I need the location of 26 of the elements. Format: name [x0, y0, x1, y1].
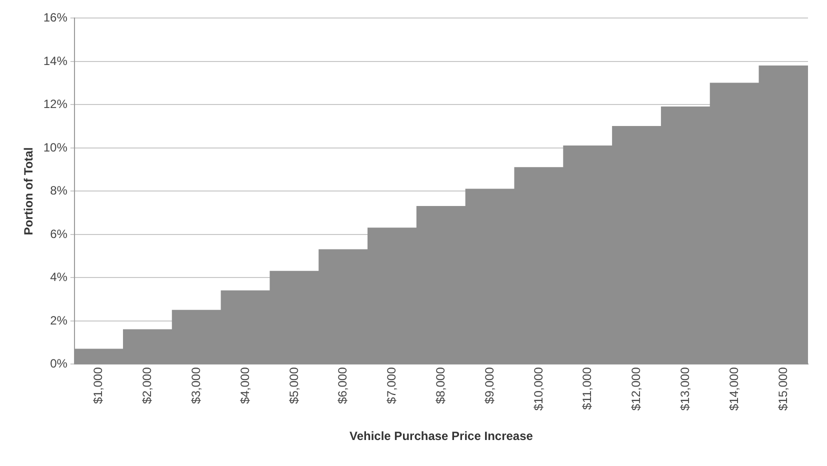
- y-tick-label: 4%: [50, 270, 68, 284]
- x-tick-label: $3,000: [188, 366, 203, 404]
- x-tick-label: $10,000: [531, 366, 546, 411]
- x-tick-label: $8,000: [434, 366, 448, 404]
- x-tick-label: $5,000: [286, 366, 301, 404]
- x-tick-label: $15,000: [776, 366, 790, 411]
- x-tick-label: $4,000: [238, 366, 252, 404]
- y-tick-label: 12%: [43, 97, 68, 112]
- y-tick-label: 14%: [43, 54, 68, 68]
- x-tick-label: $9,000: [482, 366, 496, 404]
- x-tick-label: $12,000: [629, 366, 644, 411]
- y-axis-title: Portion of Total: [22, 147, 36, 236]
- x-tick-label: $13,000: [678, 366, 692, 411]
- x-tick-label: $14,000: [726, 366, 741, 411]
- x-tick-label: $11,000: [580, 366, 594, 410]
- x-tick-label: $7,000: [384, 366, 399, 404]
- y-tick-label: 8%: [50, 184, 68, 198]
- x-tick-label: $2,000: [140, 366, 154, 404]
- x-axis-title: Vehicle Purchase Price Increase: [349, 429, 534, 444]
- y-tick-label: 10%: [43, 140, 68, 154]
- y-tick-label: 2%: [50, 313, 68, 328]
- y-tick-label: 6%: [50, 226, 68, 241]
- x-tick-label: $6,000: [336, 366, 350, 404]
- x-tick-label: $1,000: [91, 366, 106, 404]
- y-tick-label: 0%: [50, 356, 68, 371]
- y-tick-label: 16%: [43, 10, 68, 25]
